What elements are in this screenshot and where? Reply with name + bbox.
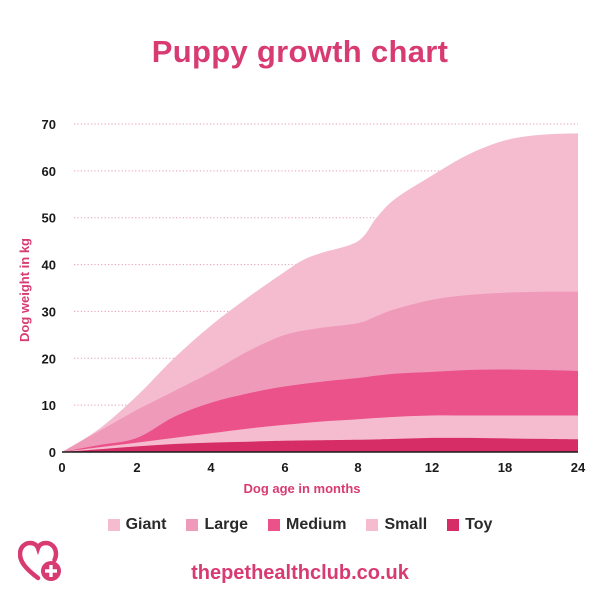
- x-tick-label: 4: [207, 460, 215, 475]
- legend-label: Toy: [465, 516, 493, 533]
- y-axis-label: Dog weight in kg: [17, 238, 32, 342]
- y-tick-label: 70: [42, 117, 56, 132]
- x-axis-label: Dog age in months: [244, 481, 361, 496]
- legend-swatch: [186, 519, 199, 531]
- x-tick-label: 12: [425, 460, 439, 475]
- chart-title: Puppy growth chart: [151, 34, 449, 69]
- legend-item-small: Small: [366, 516, 427, 534]
- legend-item-giant: Giant: [107, 516, 167, 534]
- legend-swatch: [366, 519, 379, 531]
- y-tick-label: 40: [42, 258, 56, 273]
- legend-item-medium: Medium: [268, 516, 346, 534]
- y-tick-label: 50: [42, 211, 56, 226]
- website-url[interactable]: thepethealthclub.co.uk: [191, 562, 409, 584]
- y-tick-label: 0: [49, 445, 56, 460]
- legend-label: Medium: [286, 516, 347, 533]
- x-tick-label: 6: [281, 460, 288, 475]
- y-tick-label: 20: [42, 351, 56, 366]
- x-tick-label: 0: [58, 460, 65, 475]
- legend-item-large: Large: [186, 516, 248, 534]
- y-tick-label: 60: [42, 164, 56, 179]
- legend-label: Small: [384, 516, 428, 533]
- y-tick-label: 30: [42, 304, 56, 319]
- legend: Giant Large Medium Small Toy: [0, 516, 600, 534]
- x-tick-label: 24: [571, 460, 586, 475]
- x-tick-label: 2: [133, 460, 140, 475]
- area-toy: [62, 437, 578, 452]
- y-tick-label: 10: [42, 398, 56, 413]
- legend-swatch: [447, 519, 460, 531]
- legend-swatch: [268, 519, 281, 531]
- x-tick-label: 8: [354, 460, 361, 475]
- x-tick-label: 18: [498, 460, 512, 475]
- legend-label: Giant: [125, 516, 167, 533]
- legend-item-toy: Toy: [447, 516, 492, 534]
- heart-plus-icon: [18, 540, 61, 581]
- legend-swatch: [107, 519, 120, 531]
- legend-label: Large: [204, 516, 249, 533]
